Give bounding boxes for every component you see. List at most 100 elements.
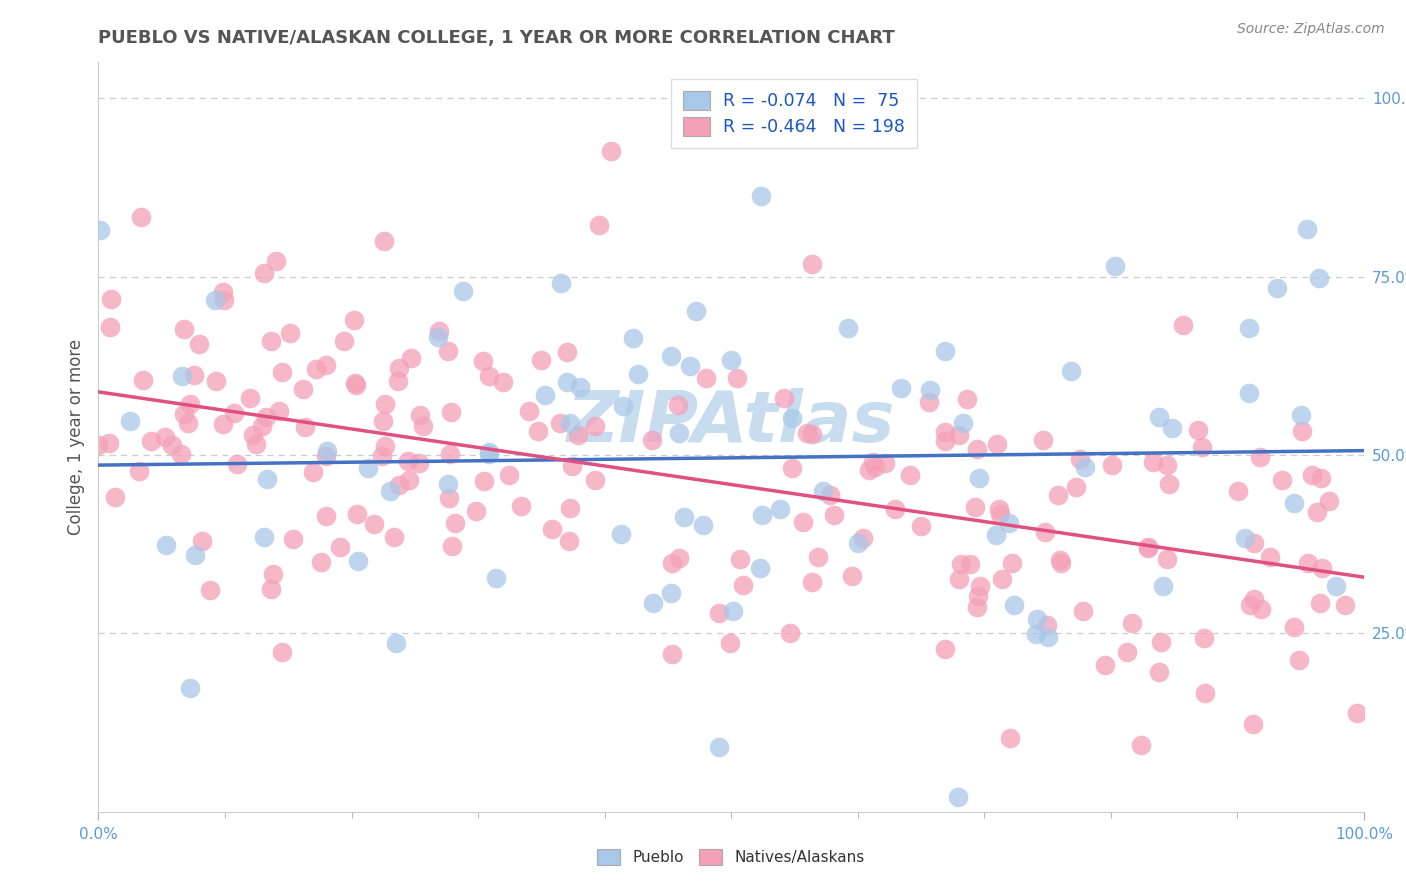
Point <box>141 434 163 449</box>
Point <box>378 484 401 499</box>
Point <box>346 554 368 568</box>
Point <box>966 442 988 456</box>
Point <box>818 488 841 502</box>
Point <box>1234 532 1257 546</box>
Point <box>583 419 606 434</box>
Point <box>472 475 495 489</box>
Point <box>728 551 751 566</box>
Point <box>567 428 589 442</box>
Point <box>170 369 193 384</box>
Point <box>427 330 450 344</box>
Point <box>1150 635 1173 649</box>
Point <box>963 500 986 514</box>
Point <box>1309 596 1331 610</box>
Point <box>1002 599 1025 613</box>
Point <box>1249 450 1271 465</box>
Point <box>934 642 956 657</box>
Point <box>1250 601 1272 615</box>
Point <box>1192 632 1215 646</box>
Point <box>550 276 572 290</box>
Point <box>441 539 464 553</box>
Point <box>491 376 513 390</box>
Text: Source: ZipAtlas.com: Source: ZipAtlas.com <box>1237 22 1385 37</box>
Point <box>1289 408 1312 422</box>
Point <box>969 471 991 485</box>
Point <box>412 419 434 434</box>
Point <box>254 410 277 425</box>
Point <box>222 405 245 419</box>
Point <box>884 501 907 516</box>
Point <box>1000 731 1022 746</box>
Point <box>1074 459 1097 474</box>
Point <box>685 304 707 318</box>
Point <box>725 370 748 384</box>
Point <box>807 550 830 565</box>
Point <box>212 417 235 431</box>
Point <box>398 473 420 487</box>
Point <box>177 416 200 430</box>
Point <box>315 449 337 463</box>
Point <box>451 285 474 299</box>
Point <box>555 344 578 359</box>
Point <box>782 411 804 425</box>
Legend: Pueblo, Natives/Alaskans: Pueblo, Natives/Alaskans <box>592 843 870 871</box>
Point <box>583 473 606 487</box>
Point <box>1187 423 1209 437</box>
Point <box>1121 616 1143 631</box>
Point <box>1033 524 1056 539</box>
Point <box>779 626 801 640</box>
Point <box>1237 320 1260 334</box>
Point <box>118 414 141 428</box>
Point <box>1288 653 1310 667</box>
Point <box>253 530 276 544</box>
Point <box>1156 458 1178 472</box>
Point <box>858 463 880 477</box>
Point <box>811 483 834 498</box>
Point <box>772 392 794 406</box>
Point <box>792 515 814 529</box>
Point <box>1137 541 1160 556</box>
Point <box>396 454 419 468</box>
Point <box>439 447 461 461</box>
Point <box>98 320 121 334</box>
Point <box>769 502 792 516</box>
Point <box>409 409 432 423</box>
Point <box>918 394 941 409</box>
Point <box>661 586 683 600</box>
Point <box>934 425 956 439</box>
Point <box>560 501 582 516</box>
Point <box>1226 483 1249 498</box>
Point <box>427 324 450 338</box>
Point <box>852 531 875 545</box>
Point <box>612 399 634 413</box>
Point <box>1032 433 1054 447</box>
Point <box>129 211 152 225</box>
Point <box>1071 604 1094 618</box>
Point <box>751 508 773 523</box>
Point <box>668 551 690 566</box>
Point <box>437 491 460 505</box>
Point <box>1296 221 1319 235</box>
Point <box>1049 553 1071 567</box>
Point <box>1001 556 1024 570</box>
Point <box>1301 468 1323 483</box>
Point <box>661 556 683 570</box>
Point <box>800 257 823 271</box>
Point <box>374 439 396 453</box>
Point <box>1036 618 1059 632</box>
Point <box>305 362 328 376</box>
Point <box>260 334 283 348</box>
Point <box>661 647 683 661</box>
Point <box>173 322 195 336</box>
Point <box>1191 440 1213 454</box>
Point <box>374 397 396 411</box>
Text: PUEBLO VS NATIVE/ALASKAN COLLEGE, 1 YEAR OR MORE CORRELATION CHART: PUEBLO VS NATIVE/ALASKAN COLLEGE, 1 YEAR… <box>98 29 896 47</box>
Point <box>659 349 682 363</box>
Point <box>436 344 458 359</box>
Point <box>385 636 408 650</box>
Point <box>329 541 352 555</box>
Point <box>155 430 177 444</box>
Point <box>718 636 741 650</box>
Point <box>1317 493 1340 508</box>
Point <box>184 548 207 562</box>
